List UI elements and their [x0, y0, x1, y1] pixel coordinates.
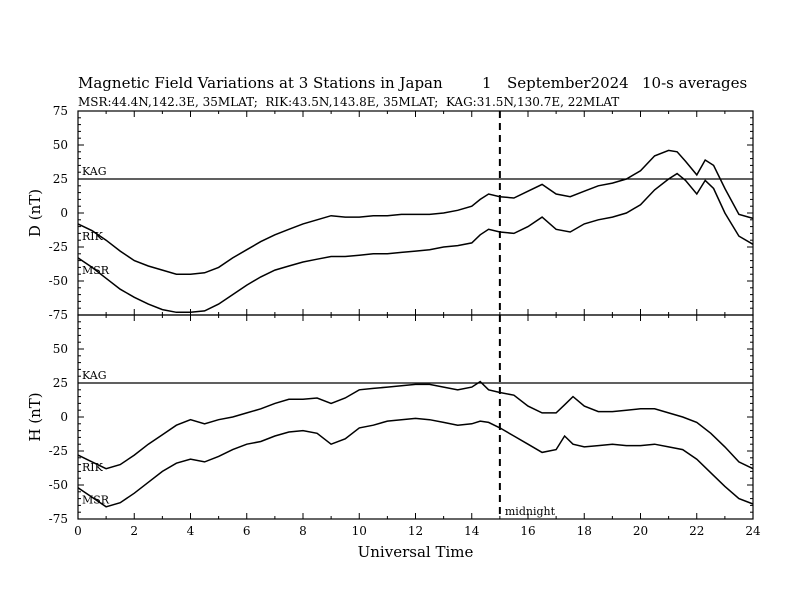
- x-tick-label: 8: [299, 524, 307, 538]
- y-tick-label: -75: [49, 308, 68, 322]
- averaging-label: 10-s averages: [642, 74, 747, 92]
- x-tick-label: 10: [352, 524, 367, 538]
- y-tick-label: 50: [53, 342, 68, 356]
- y-tick-label: -25: [49, 444, 68, 458]
- station-label-rik: RIK: [82, 230, 104, 243]
- x-tick-label: 20: [633, 524, 648, 538]
- midnight-label: midnight: [505, 505, 556, 518]
- y-tick-label: 50: [53, 138, 68, 152]
- trace-rik: [77, 380, 754, 470]
- station-label-msr: MSR: [82, 494, 110, 507]
- plot-frame: [77, 110, 754, 316]
- declination-panel: 75 50 25 0 -25 -50 -75 KAG D (nT) RIK MSR: [26, 104, 754, 322]
- chart-title: Magnetic Field Variations at 3 Stations …: [78, 74, 443, 92]
- x-tick-label: 4: [187, 524, 195, 538]
- x-tick-label: 14: [464, 524, 480, 538]
- y-tick-label: -50: [49, 478, 68, 492]
- stations-subtitle: MSR:44.4N,142.3E, 35MLAT; RIK:43.5N,143.…: [78, 95, 619, 109]
- y-tick-label: 25: [53, 172, 68, 186]
- x-tick-label: 16: [520, 524, 535, 538]
- y-tick-label: 0: [60, 206, 68, 220]
- plot-frame: [77, 314, 754, 520]
- x-tick-label: 0: [74, 524, 82, 538]
- x-tick-label: 6: [243, 524, 251, 538]
- y-tick-label: 25: [53, 376, 68, 390]
- trace-rik: [77, 149, 754, 275]
- kag-label: KAG: [82, 369, 107, 382]
- x-tick-label: 24: [745, 524, 761, 538]
- x-tick-label: 18: [577, 524, 592, 538]
- date-month-year: September2024: [507, 74, 629, 92]
- trace-msr: [77, 172, 754, 314]
- station-label-rik: RIK: [82, 461, 104, 474]
- x-tick-label: 2: [130, 524, 138, 538]
- y-axis-label: H (nT): [26, 392, 44, 441]
- x-axis-label: Universal Time: [358, 543, 474, 561]
- y-tick-label: -50: [49, 274, 68, 288]
- x-axis: 0 2 4 6 8 10 12 14 16 18 20 22 24: [74, 111, 761, 538]
- date-day: 1: [482, 74, 492, 92]
- horizontal-panel: 50 25 0 -25 -50 -75 KAG H (nT) RIK MSR: [26, 314, 754, 526]
- x-tick-label: 22: [689, 524, 704, 538]
- station-label-msr: MSR: [82, 264, 110, 277]
- y-tick-label: -25: [49, 240, 68, 254]
- kag-label: KAG: [82, 165, 107, 178]
- x-tick-label: 12: [408, 524, 423, 538]
- y-tick-label: 0: [60, 410, 68, 424]
- y-axis-label: D (nT): [26, 189, 44, 237]
- y-tick-label: 75: [53, 104, 68, 118]
- trace-msr: [77, 417, 754, 508]
- y-tick-label: -75: [49, 512, 68, 526]
